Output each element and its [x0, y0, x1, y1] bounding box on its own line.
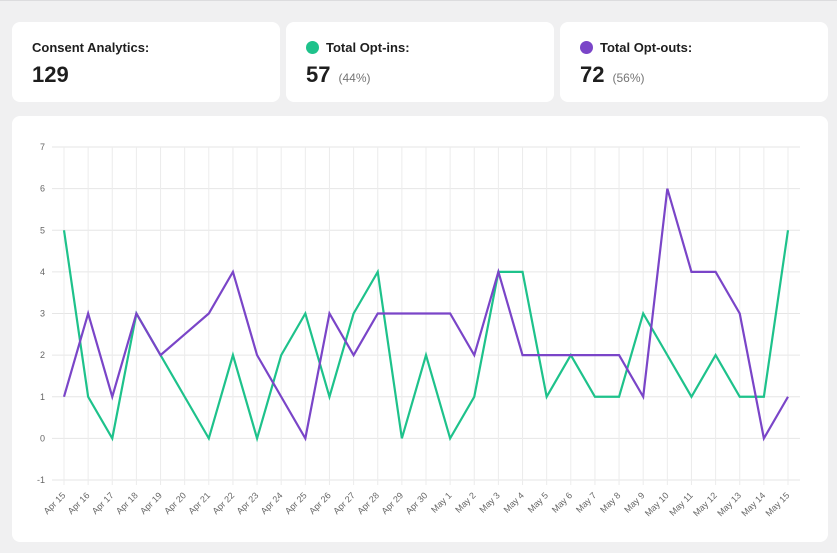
- x-tick-label: Apr 15: [42, 490, 68, 516]
- stat-optins-value: 57: [306, 62, 331, 87]
- y-tick-label: 6: [40, 184, 45, 194]
- x-tick-label: May 11: [667, 490, 694, 517]
- x-tick-label: May 14: [739, 490, 767, 518]
- stat-total-label: Consent Analytics:: [32, 40, 150, 55]
- y-tick-label: -1: [37, 475, 45, 485]
- x-tick-label: Apr 30: [404, 490, 430, 516]
- x-tick-label: Apr 21: [186, 490, 212, 516]
- stat-optouts-value: 72: [580, 62, 605, 87]
- x-tick-label: Apr 24: [259, 490, 285, 516]
- x-tick-label: May 6: [550, 490, 574, 514]
- x-tick-label: May 12: [691, 490, 719, 518]
- y-tick-label: 4: [40, 267, 45, 277]
- x-tick-label: Apr 28: [355, 490, 381, 516]
- top-divider: [0, 0, 837, 1]
- y-tick-label: 7: [40, 142, 45, 152]
- x-tick-label: May 13: [715, 490, 743, 518]
- x-tick-label: Apr 29: [379, 490, 405, 516]
- x-tick-label: Apr 27: [331, 490, 357, 516]
- x-tick-label: Apr 17: [90, 490, 116, 516]
- x-tick-label: May 10: [643, 490, 671, 518]
- x-tick-label: May 15: [763, 490, 791, 518]
- stat-optins-percent: (44%): [338, 71, 371, 85]
- x-tick-label: Apr 22: [211, 490, 237, 516]
- chart-card: -1 0 1 2 3 4 5 6 7 Apr 15 Apr 16 Apr 17 Apr 18 Apr 19…: [12, 116, 828, 542]
- x-tick-label: May 8: [598, 490, 622, 514]
- y-tick-label: 1: [40, 392, 45, 402]
- x-tick-label: Apr 25: [283, 490, 309, 516]
- stat-optins-label: Total Opt-ins:: [326, 40, 410, 55]
- x-tick-label: Apr 23: [235, 490, 261, 516]
- stat-card-optins: Total Opt-ins: 57 (44%): [286, 22, 554, 102]
- stat-total-value: 129: [32, 62, 69, 87]
- x-tick-label: May 4: [502, 490, 526, 514]
- x-tick-label: May 1: [429, 490, 453, 514]
- stat-card-total: Consent Analytics: 129: [12, 22, 280, 102]
- y-tick-label: 2: [40, 350, 45, 360]
- optins-legend-dot: [306, 41, 319, 54]
- x-tick-label: Apr 20: [162, 490, 188, 516]
- x-tick-label: Apr 19: [138, 490, 164, 516]
- x-tick-label: Apr 18: [114, 490, 140, 516]
- y-tick-label: 3: [40, 309, 45, 319]
- optouts-legend-dot: [580, 41, 593, 54]
- x-tick-label: May 3: [477, 490, 501, 514]
- y-tick-label: 5: [40, 225, 45, 235]
- x-tick-label: Apr 26: [307, 490, 333, 516]
- x-tick-label: May 5: [526, 490, 550, 514]
- stat-optouts-label: Total Opt-outs:: [600, 40, 693, 55]
- stat-card-optouts: Total Opt-outs: 72 (56%): [560, 22, 828, 102]
- x-tick-label: Apr 16: [66, 490, 92, 516]
- x-tick-label: May 2: [453, 490, 477, 514]
- x-tick-label: May 7: [574, 490, 598, 514]
- stat-optouts-percent: (56%): [612, 71, 645, 85]
- y-tick-label: 0: [40, 433, 45, 443]
